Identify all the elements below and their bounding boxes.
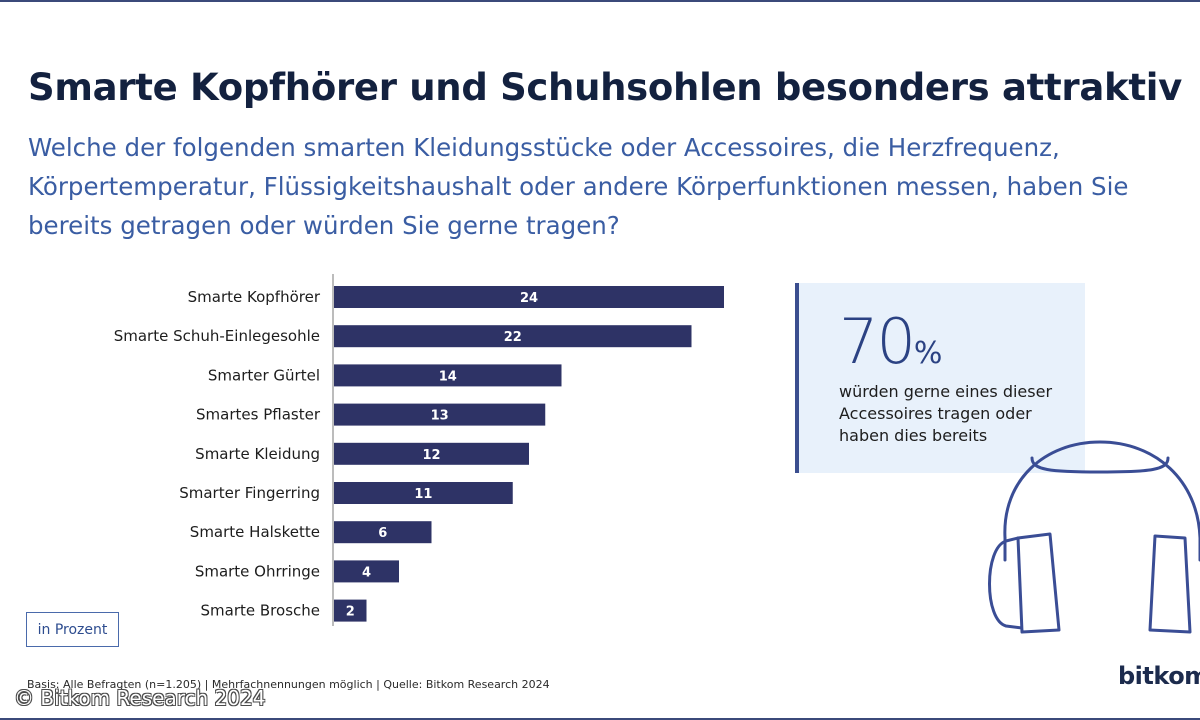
bar-value-label: 6 xyxy=(378,526,387,541)
category-label: Smarte Brosche xyxy=(201,602,320,620)
stat-description: würden gerne eines dieser Accessoires tr… xyxy=(839,382,1053,445)
bar xyxy=(334,403,546,426)
category-label: Smarte Schuh-Einlegesohle xyxy=(114,327,320,345)
source-note: Basis: Alle Befragten (n=1.205) | Mehrfa… xyxy=(27,678,550,691)
top-frame-line xyxy=(0,0,1200,2)
bar xyxy=(334,521,432,544)
bottom-frame-line xyxy=(0,718,1200,720)
stat-percent-sign: % xyxy=(913,336,943,371)
bar xyxy=(334,286,724,308)
bar-value-label: 4 xyxy=(362,565,371,580)
category-label: Smartes Pflaster xyxy=(196,406,321,424)
bar-value-label: 2 xyxy=(346,605,355,620)
headphones-icon xyxy=(988,440,1200,634)
bar xyxy=(334,482,513,504)
bar-value-label: 11 xyxy=(414,487,432,502)
bar xyxy=(334,599,367,622)
category-label: Smarter Gürtel xyxy=(208,366,320,384)
bar-value-label: 22 xyxy=(504,330,522,345)
category-label: Smarte Ohrringe xyxy=(195,562,320,580)
category-label: Smarte Kleidung xyxy=(195,445,320,463)
bar-value-label: 24 xyxy=(520,291,538,306)
chart-title: Smarte Kopfhörer und Schuhsohlen besonde… xyxy=(28,66,1182,109)
chart-subtitle: Welche der folgenden smarten Kleidungsst… xyxy=(28,133,1129,240)
category-label: Smarte Halskette xyxy=(190,523,320,541)
bar xyxy=(334,442,529,465)
stat-callout: 70% würden gerne eines dieser Accessoire… xyxy=(795,283,1085,473)
bar-value-label: 12 xyxy=(422,448,440,463)
bar xyxy=(334,364,562,387)
category-label: Smarter Fingerring xyxy=(179,484,320,502)
stat-value: 70% xyxy=(839,305,942,378)
copyright-watermark: © Bitkom Research 2024 xyxy=(14,686,266,710)
bar-value-label: 14 xyxy=(439,369,457,384)
bar xyxy=(334,560,399,583)
category-label: Smarte Kopfhörer xyxy=(188,288,321,306)
bar-value-label: 13 xyxy=(431,409,449,424)
bitkom-logo: bitkom xyxy=(1118,662,1200,690)
bar xyxy=(334,325,692,348)
unit-label: in Prozent xyxy=(26,612,119,647)
stat-number: 70 xyxy=(839,305,916,378)
